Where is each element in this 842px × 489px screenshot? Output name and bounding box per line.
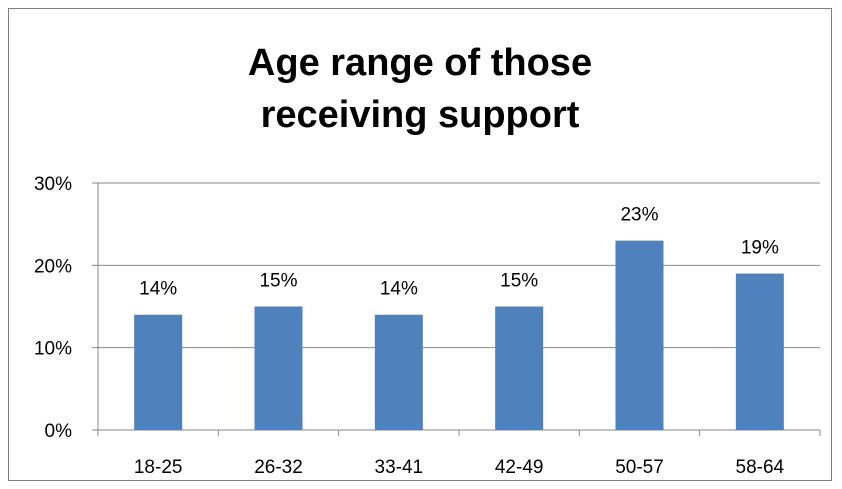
bar-33-41 <box>374 314 423 430</box>
data-label-50-57: 23% <box>620 205 658 226</box>
y-tick-label: 20% <box>34 256 72 277</box>
data-label-58-64: 19% <box>741 238 779 259</box>
data-label-42-49: 15% <box>500 271 538 292</box>
y-tick-label: 10% <box>34 339 72 360</box>
y-tick-label: 0% <box>45 421 73 442</box>
bar-26-32 <box>254 306 303 430</box>
bar-58-64 <box>735 273 784 430</box>
x-tick-label-42-49: 42-49 <box>495 457 544 478</box>
bar-18-25 <box>134 314 183 430</box>
x-tick-label-26-32: 26-32 <box>254 457 303 478</box>
chart-title-line-1: Age range of those <box>247 42 593 84</box>
x-tick-label-58-64: 58-64 <box>736 457 785 478</box>
x-tick-label-18-25: 18-25 <box>134 457 183 478</box>
bar-50-57 <box>615 240 664 430</box>
x-tick-label-33-41: 33-41 <box>375 457 424 478</box>
chart-title-line-2: receiving support <box>260 94 580 136</box>
data-label-26-32: 15% <box>259 271 297 292</box>
data-label-33-41: 14% <box>380 279 418 300</box>
chart-title: Age range of those receiving support <box>8 37 832 141</box>
x-tick-label-50-57: 50-57 <box>615 457 664 478</box>
data-label-18-25: 14% <box>139 279 177 300</box>
y-tick-label: 30% <box>34 174 72 195</box>
bar-42-49 <box>495 306 544 430</box>
